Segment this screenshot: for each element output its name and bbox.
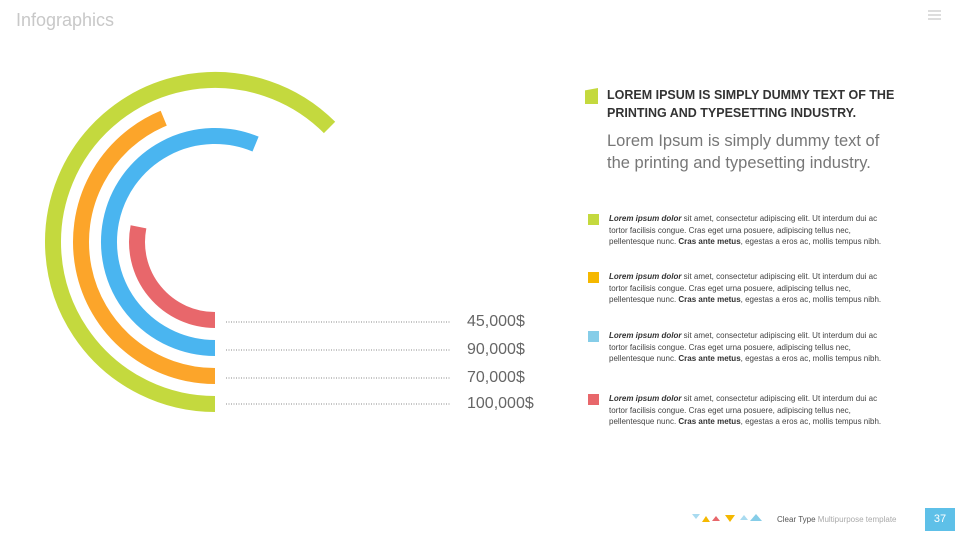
chart: 45,000$ 90,000$ 70,000$ 100,000$ [45, 72, 534, 412]
item-lead-wrap: Lorem ipsum dolor [609, 272, 681, 281]
item-lead-wrap: Lorem ipsum dolor [609, 331, 681, 340]
arc-bar [73, 110, 216, 384]
item-text: Lorem ipsum dolor sit amet, consectetur … [609, 330, 891, 365]
item-bold: Cras ante metus [678, 237, 741, 247]
footer-tagline: Multipurpose template [817, 515, 897, 524]
item-body: sit amet, consectetur adipiscing elit. U… [609, 394, 878, 427]
arc-bar [129, 225, 216, 328]
item-body: sit amet, consectetur adipiscing elit. U… [609, 214, 878, 247]
footer-text: Clear Type Multipurpose template [777, 515, 897, 524]
item-lead: Lorem ipsum dolor [609, 394, 682, 403]
item-lead: Lorem ipsum dolor [609, 214, 682, 223]
item-bold: Cras ante metus [678, 417, 741, 427]
footer-decoration [692, 514, 762, 522]
menu-icon[interactable] [928, 10, 941, 22]
heading-flag [585, 88, 598, 104]
value-label: 45,000$ [467, 313, 525, 330]
item-tail: , egestas a eros ac, mollis tempus nibh. [740, 354, 882, 364]
item-lead-wrap: Lorem ipsum dolor [609, 214, 681, 223]
value-label: 70,000$ [467, 369, 525, 386]
item-tail: , egestas a eros ac, mollis tempus nibh. [740, 237, 882, 247]
arc-bar [101, 128, 259, 356]
subheading: Lorem Ipsum is simply dummy text of the … [607, 132, 880, 172]
item-text: Lorem ipsum dolor sit amet, consectetur … [609, 393, 891, 428]
page-number: 37 [925, 508, 955, 531]
item-bullet [588, 331, 599, 342]
item-lead: Lorem ipsum dolor [609, 272, 682, 281]
heading: LOREM IPSUM IS SIMPLY DUMMY TEXT OF THE … [607, 88, 895, 120]
value-label: 90,000$ [467, 341, 525, 358]
item-bold: Cras ante metus [678, 354, 741, 364]
item-bullet [588, 394, 599, 405]
item-lead: Lorem ipsum dolor [609, 331, 682, 340]
item-bold: Cras ante metus [678, 295, 741, 305]
slide-title: Infographics [16, 10, 115, 30]
item-body: sit amet, consectetur adipiscing elit. U… [609, 272, 878, 305]
item-text: Lorem ipsum dolor sit amet, consectetur … [609, 271, 891, 306]
item-body: sit amet, consectetur adipiscing elit. U… [609, 331, 878, 364]
value-label: 100,000$ [467, 395, 534, 412]
footer-brand: Clear Type [777, 515, 816, 524]
item-tail: , egestas a eros ac, mollis tempus nibh. [740, 295, 882, 305]
item-tail: , egestas a eros ac, mollis tempus nibh. [740, 417, 882, 427]
item-lead-wrap: Lorem ipsum dolor [609, 394, 681, 403]
arc-bar [45, 72, 336, 412]
item-text: Lorem ipsum dolor sit amet, consectetur … [609, 213, 891, 248]
item-bullet [588, 214, 599, 225]
item-bullet [588, 272, 599, 283]
